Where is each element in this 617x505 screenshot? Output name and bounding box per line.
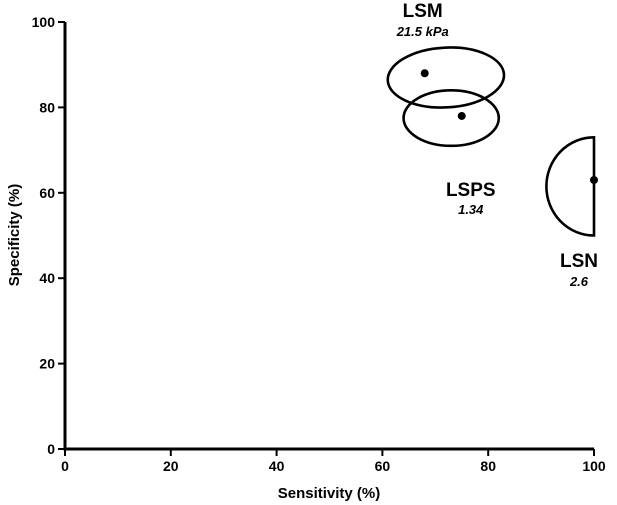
x-tick-label: 80 bbox=[480, 458, 496, 474]
point-lsps bbox=[457, 111, 466, 120]
label-lsps: LSPS bbox=[446, 180, 496, 201]
y-tick-label: 100 bbox=[32, 14, 56, 30]
value-label-lsps: 1.34 bbox=[458, 202, 484, 217]
value-label-lsn: 2.6 bbox=[569, 274, 589, 289]
region-lsn bbox=[545, 135, 596, 237]
x-axis-title: Sensitivity (%) bbox=[278, 485, 381, 502]
y-tick-label: 20 bbox=[39, 356, 55, 372]
point-lsm bbox=[420, 69, 429, 78]
y-tick-label: 0 bbox=[47, 441, 55, 457]
point-lsn bbox=[590, 175, 598, 184]
confidence-regions bbox=[386, 46, 596, 237]
y-tick-label: 80 bbox=[39, 99, 55, 115]
axes: 0 20 40 60 80 100 0 20 40 60 80 100 bbox=[32, 14, 606, 474]
data-points bbox=[420, 69, 598, 184]
label-lsn: LSN bbox=[560, 251, 598, 272]
x-tick-label: 20 bbox=[163, 458, 179, 474]
region-lsps bbox=[402, 89, 501, 148]
x-tick-label: 40 bbox=[269, 458, 285, 474]
value-label-lsm: 21.5 kPa bbox=[396, 24, 449, 39]
label-lsm: LSM bbox=[403, 1, 443, 22]
y-axis-title: Specificity (%) bbox=[6, 184, 23, 287]
x-tick-label: 60 bbox=[375, 458, 391, 474]
y-tick-label: 40 bbox=[39, 270, 55, 286]
x-tick-label: 100 bbox=[582, 458, 606, 474]
x-tick-label: 0 bbox=[61, 458, 69, 474]
region-lsm bbox=[386, 46, 506, 109]
y-tick-label: 60 bbox=[39, 185, 55, 201]
